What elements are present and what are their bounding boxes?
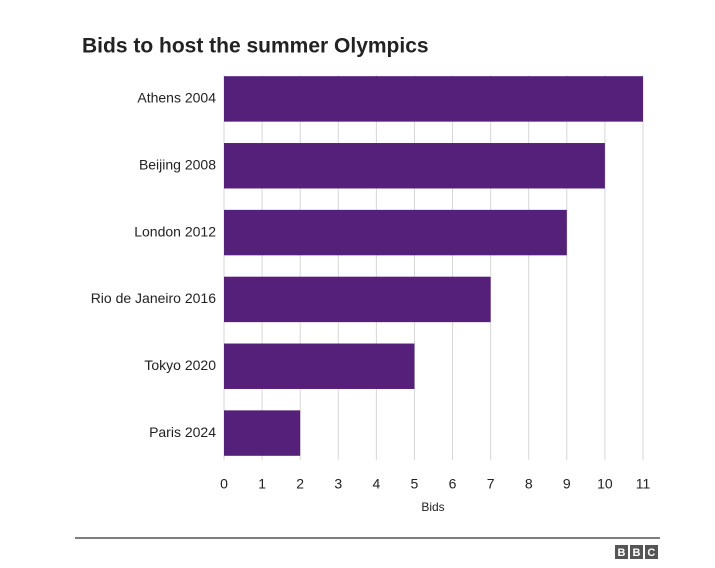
bar xyxy=(224,410,301,456)
chart-title: Bids to host the summer Olympics xyxy=(82,35,429,58)
logo-text: BBC xyxy=(618,547,663,559)
x-tick-label: 5 xyxy=(411,476,419,492)
bar xyxy=(224,143,605,189)
x-tick-label: 11 xyxy=(636,476,651,492)
x-tick-label: 8 xyxy=(525,476,533,492)
x-tick-label: 3 xyxy=(334,476,342,492)
x-tick-label: 4 xyxy=(372,476,380,492)
logo-box xyxy=(645,545,658,559)
x-tick-label: 2 xyxy=(296,476,304,492)
x-tick-label: 6 xyxy=(449,476,457,492)
x-tick-label: 10 xyxy=(597,476,613,492)
logo-box xyxy=(615,545,628,559)
y-tick-label: Tokyo 2020 xyxy=(144,357,216,373)
logo-box xyxy=(630,545,643,559)
x-tick-label: 9 xyxy=(563,476,571,492)
logo: BBC xyxy=(615,545,663,559)
x-tick-label: 1 xyxy=(258,476,266,492)
bar xyxy=(224,343,415,389)
y-tick-label: Athens 2004 xyxy=(137,90,216,106)
bar xyxy=(224,276,491,323)
bar xyxy=(224,76,643,122)
x-axis-label: Bids xyxy=(421,500,444,514)
x-tick-label: 0 xyxy=(220,476,228,492)
y-tick-label: Rio de Janeiro 2016 xyxy=(91,290,217,306)
bar xyxy=(224,209,567,256)
y-tick-label: Beijing 2008 xyxy=(139,156,216,172)
y-tick-label: London 2012 xyxy=(134,223,216,239)
y-tick-label: Paris 2024 xyxy=(149,424,216,440)
x-tick-label: 7 xyxy=(487,476,495,492)
